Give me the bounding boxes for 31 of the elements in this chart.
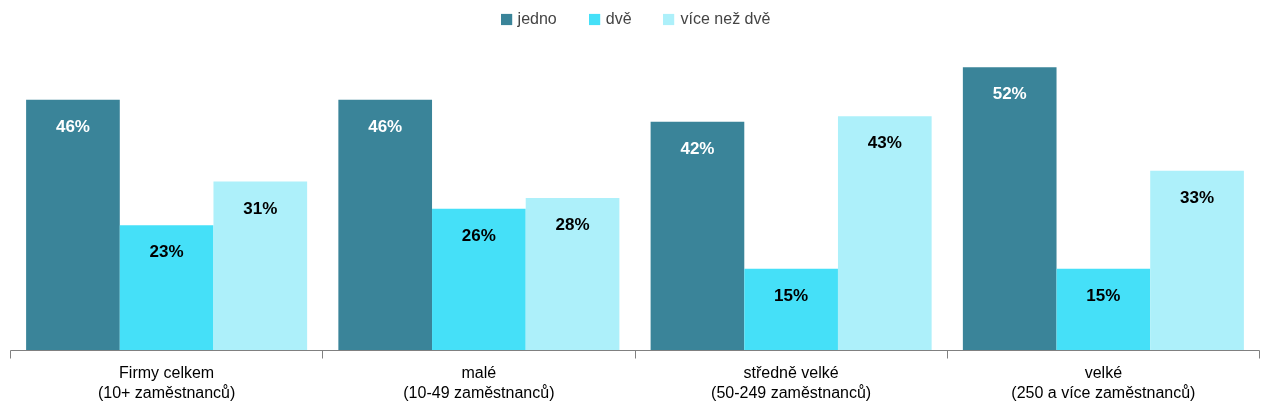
data-label: 52%	[992, 84, 1027, 104]
legend-label: dvě	[605, 10, 632, 28]
data-label: 26%	[461, 225, 496, 245]
bar	[744, 268, 838, 351]
data-label: 23%	[149, 242, 184, 262]
bar	[1150, 170, 1244, 351]
data-label: 46%	[368, 116, 403, 136]
bar	[1056, 268, 1151, 351]
data-label: 46%	[55, 116, 90, 136]
x-tick-label: malé (10-49 zaměstnanců)	[403, 363, 555, 401]
data-label: 28%	[555, 214, 590, 234]
data-label: 42%	[680, 138, 715, 158]
bar	[432, 208, 526, 351]
data-label: 15%	[774, 285, 809, 305]
bar	[26, 99, 120, 351]
x-tick-label: velké (250 a více zaměstnanců)	[1011, 363, 1196, 401]
bar	[338, 99, 433, 351]
bar	[837, 116, 932, 351]
data-label: 31%	[243, 198, 278, 218]
bar	[213, 181, 308, 351]
data-label: 33%	[1180, 187, 1215, 207]
data-label: 15%	[1086, 285, 1121, 305]
x-tick-label: Firmy celkem (10+ zaměstnanců)	[97, 363, 236, 401]
bar	[119, 225, 214, 351]
bar	[650, 121, 745, 351]
x-tick-label: středně velké (50-249 zaměstnanců)	[711, 363, 872, 401]
bar	[962, 67, 1057, 351]
legend-label: jedno	[517, 10, 557, 28]
legend-label: více než dvě	[680, 10, 771, 28]
data-label: 43%	[867, 133, 902, 153]
bar	[525, 197, 620, 351]
